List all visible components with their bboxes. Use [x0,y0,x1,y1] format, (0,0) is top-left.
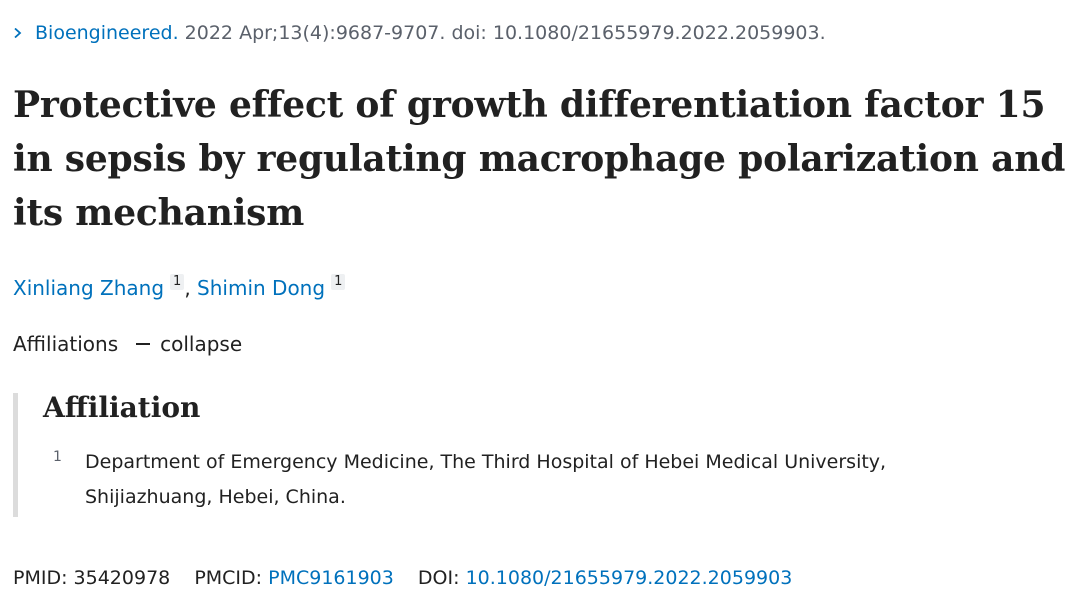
author-separator: , [184,276,191,300]
minus-icon [136,343,151,345]
doi-label: DOI: [417,567,460,589]
pmid-group: PMID: 35420978 [13,567,170,589]
pmid-label: PMID: [13,567,68,589]
author-list: Xinliang Zhang 1, Shimin Dong 1 [13,272,346,304]
affiliation-text: Department of Emergency Medicine, The Th… [85,451,887,508]
affiliation-heading: Affiliation [43,391,201,424]
citation-details: 2022 Apr;13(4):9687-9707. doi: 10.1080/2… [184,22,826,44]
identifier-list: PMID: 35420978 PMCID: PMC9161903 DOI: 10… [13,563,810,593]
affiliation-ref-badge[interactable]: 1 [170,274,185,290]
pmcid-link[interactable]: PMC9161903 [268,567,394,589]
collapse-link[interactable]: collapse [160,332,243,356]
affiliation-ref-badge[interactable]: 1 [331,274,346,290]
pmid-value: 35420978 [73,567,171,589]
affiliations-label: Affiliations [13,332,119,356]
chevron-right-icon [14,28,22,38]
pmcid-group: PMCID: PMC9161903 [194,567,394,589]
author-link[interactable]: Shimin Dong [197,276,326,300]
doi-group: DOI: 10.1080/21655979.2022.2059903 [418,567,792,589]
affiliation-number: 1 [53,449,62,465]
pmcid-label: PMCID: [194,567,263,589]
affiliations-toggle[interactable]: Affiliations collapse [13,329,242,359]
affiliation-panel: Affiliation 1 Department of Emergency Me… [13,391,1018,517]
author-link[interactable]: Xinliang Zhang [13,276,165,300]
citation-line: Bioengineered. 2022 Apr;13(4):9687-9707.… [13,19,826,47]
article-title: Protective effect of growth differentiat… [13,84,1066,234]
doi-link[interactable]: 10.1080/21655979.2022.2059903 [465,567,793,589]
journal-link[interactable]: Bioengineered. [35,22,179,44]
